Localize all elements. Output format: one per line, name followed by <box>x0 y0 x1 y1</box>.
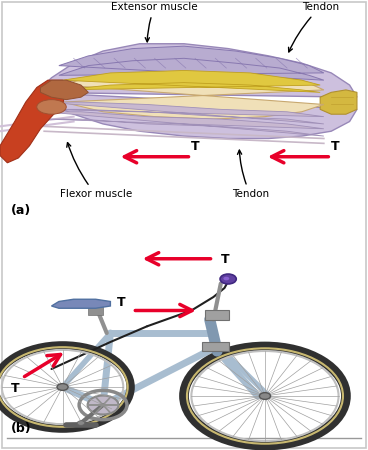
Text: (a): (a) <box>11 204 31 217</box>
Polygon shape <box>0 80 66 163</box>
Polygon shape <box>320 90 357 114</box>
Circle shape <box>259 392 270 400</box>
Polygon shape <box>40 80 88 99</box>
Circle shape <box>223 277 229 280</box>
Text: (b): (b) <box>11 422 32 435</box>
Text: T: T <box>191 140 200 153</box>
Polygon shape <box>63 68 324 119</box>
Circle shape <box>220 274 236 284</box>
Text: T: T <box>331 140 340 153</box>
FancyBboxPatch shape <box>202 342 229 351</box>
Ellipse shape <box>37 99 66 114</box>
Circle shape <box>77 421 85 425</box>
Text: Extensor muscle: Extensor muscle <box>111 2 198 42</box>
Text: Tendon: Tendon <box>289 2 339 52</box>
Polygon shape <box>37 44 357 139</box>
Polygon shape <box>59 46 324 80</box>
Text: Tendon: Tendon <box>232 150 269 199</box>
Text: T: T <box>221 253 229 266</box>
Bar <box>88 306 103 315</box>
Polygon shape <box>52 299 110 308</box>
Text: Flexor muscle: Flexor muscle <box>60 143 132 199</box>
FancyBboxPatch shape <box>205 310 229 320</box>
Text: T: T <box>10 382 19 396</box>
Text: T: T <box>117 297 125 310</box>
Polygon shape <box>44 102 324 124</box>
Polygon shape <box>44 112 324 136</box>
Circle shape <box>57 383 68 390</box>
Polygon shape <box>63 71 320 92</box>
Circle shape <box>88 396 118 414</box>
